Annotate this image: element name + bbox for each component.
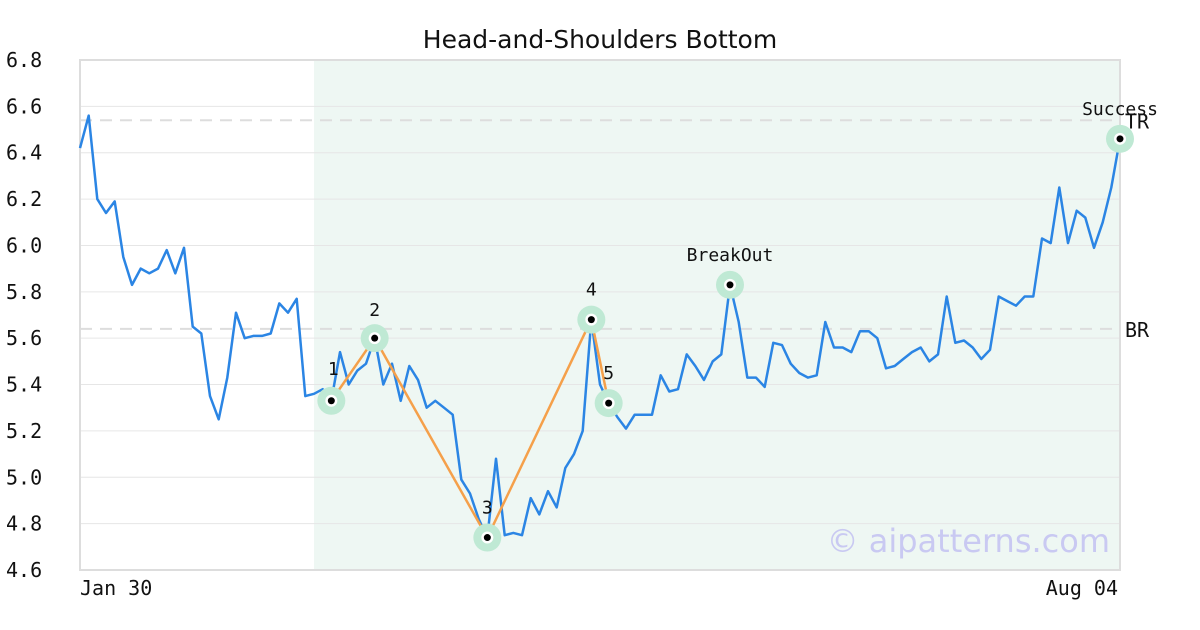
pattern-highlight-band <box>314 60 1120 570</box>
y-tick-label: 5.2 <box>6 419 42 443</box>
y-tick-label: 5.6 <box>6 326 42 350</box>
pattern-point-4-dot <box>587 316 595 324</box>
reference-label-br: BR <box>1125 318 1150 342</box>
y-tick-label: 6.6 <box>6 94 42 118</box>
price-series-line <box>78 114 1122 539</box>
y-tick-label: 6.4 <box>6 141 42 165</box>
pattern-point-3-dot <box>483 534 491 542</box>
pattern-point-label-4: 4 <box>586 280 597 301</box>
y-tick-label: 5.0 <box>6 465 42 489</box>
pattern-point-label-2: 2 <box>369 300 380 321</box>
y-tick-label: 6.8 <box>6 48 42 72</box>
chart-title: Head-and-Shoulders Bottom <box>423 25 777 54</box>
y-tick-label: 4.8 <box>6 512 42 536</box>
pattern-point-1-dot <box>327 397 335 405</box>
annotation-label-breakout: BreakOut <box>687 245 774 266</box>
annotation-success-dot <box>1116 135 1124 143</box>
annotation-label-success: Success <box>1082 99 1158 120</box>
y-tick-label: 6.2 <box>6 187 42 211</box>
y-tick-label: 5.4 <box>6 373 42 397</box>
pattern-point-label-5: 5 <box>603 363 614 384</box>
pattern-point-label-1: 1 <box>328 359 339 380</box>
y-tick-label: 6.0 <box>6 233 42 257</box>
pattern-point-5-dot <box>605 399 613 407</box>
watermark: © aipatterns.com <box>827 522 1110 560</box>
x-tick-label-start: Jan 30 <box>80 576 152 600</box>
x-tick-label-end: Aug 04 <box>1046 576 1118 600</box>
pattern-point-2-dot <box>371 334 379 342</box>
annotation-breakout-dot <box>726 281 734 289</box>
y-tick-label: 5.8 <box>6 280 42 304</box>
plot-frame <box>79 59 1121 571</box>
pattern-point-label-3: 3 <box>482 498 493 519</box>
y-tick-label: 4.6 <box>6 558 42 582</box>
